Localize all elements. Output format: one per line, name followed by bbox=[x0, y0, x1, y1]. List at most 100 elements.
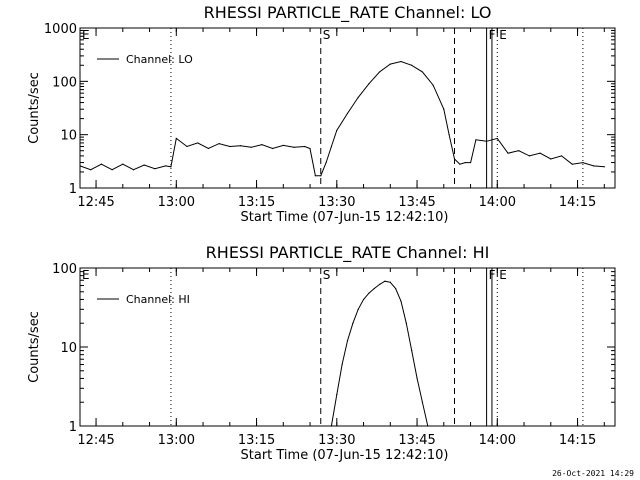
chart-1-data-point bbox=[165, 165, 167, 167]
chart-1-ytick-label: 1000 bbox=[44, 22, 77, 37]
chart-1-title: RHESSI PARTICLE_RATE Channel: LO bbox=[204, 3, 492, 23]
chart-2-data-point bbox=[395, 287, 397, 290]
chart-1-data-point bbox=[143, 164, 145, 166]
chart-1-data-point bbox=[293, 146, 295, 148]
chart-1: RHESSI PARTICLE_RATE Channel: LO 12:45 13:… bbox=[27, 3, 616, 225]
chart-2-data-point bbox=[379, 283, 381, 286]
chart-2-data-point bbox=[346, 340, 349, 342]
chart-1-data-point bbox=[261, 144, 263, 146]
chart-1-data-point bbox=[603, 166, 605, 168]
chart-2-series-line bbox=[330, 280, 429, 427]
chart-1-data-point bbox=[304, 145, 306, 148]
chart-2-data-point bbox=[362, 298, 365, 301]
chart-1-xtick-label: 13:30 bbox=[318, 195, 355, 210]
chart-1-xtick-label: 13:00 bbox=[158, 195, 195, 210]
chart-1-data-point bbox=[432, 84, 434, 86]
chart-2: RHESSI PARTICLE_RATE Channel: HI 12:45 13:… bbox=[27, 243, 616, 463]
chart-2-y-axis-label: Counts/sec bbox=[27, 311, 42, 383]
chart-1-y-axis-label: Counts/sec bbox=[27, 72, 42, 144]
chart-2-data-point bbox=[416, 377, 418, 380]
chart-2-plot-frame bbox=[79, 267, 616, 427]
chart-2-ytick-label: 10 bbox=[60, 341, 77, 356]
chart-1-data-point bbox=[496, 137, 498, 140]
chart-1-data-point bbox=[111, 169, 113, 171]
chart-1-data-point bbox=[507, 152, 509, 154]
chart-1-series-line bbox=[79, 60, 605, 177]
chart-1-data-point bbox=[309, 147, 311, 150]
chart-2-data-point bbox=[373, 287, 375, 290]
chart-2-data-point bbox=[368, 292, 370, 294]
chart-2-xtick-label: 12:45 bbox=[77, 433, 114, 448]
chart-1-xtick-label: 13:45 bbox=[398, 195, 435, 210]
chart-1-data-point bbox=[330, 145, 333, 148]
chart-1-data-point bbox=[346, 112, 349, 115]
chart-2-data-point bbox=[384, 280, 386, 282]
chart-1-data-point bbox=[475, 139, 477, 141]
chart-2-marker-label: S bbox=[323, 268, 331, 282]
chart-1-marker-label: E bbox=[82, 28, 90, 42]
chart-1-data-point bbox=[593, 165, 595, 167]
chart-1-data-point bbox=[550, 158, 552, 160]
chart-1-data-point bbox=[239, 145, 242, 147]
chart-2-xtick-label: 14:00 bbox=[479, 433, 516, 448]
chart-1-data-point bbox=[336, 129, 338, 132]
chart-1-data-point bbox=[197, 142, 199, 144]
chart-1-data-point bbox=[518, 150, 520, 152]
chart-1-data-point bbox=[389, 63, 391, 65]
chart-2-legend-label: Channel: HI bbox=[126, 293, 190, 306]
chart-2-xtick-label: 13:30 bbox=[318, 433, 355, 448]
chart-1-data-point bbox=[186, 145, 188, 148]
chart-2-xtick-label: 13:15 bbox=[238, 433, 275, 448]
chart-2-ytick-label: 100 bbox=[52, 262, 77, 277]
chart-1-data-point bbox=[400, 60, 402, 63]
chart-1-x-axis-label: Start Time (07-Jun-15 12:42:10) bbox=[241, 210, 449, 225]
chart-1-data-point bbox=[250, 146, 252, 148]
chart-2-xtick-label: 13:45 bbox=[398, 433, 435, 448]
chart-1-legend-label: Channel: LO bbox=[126, 53, 193, 66]
chart-1-data-point bbox=[132, 169, 135, 171]
chart-2-data-point bbox=[405, 322, 407, 324]
chart-1-plot-frame bbox=[79, 27, 616, 189]
chart-1-xtick-label: 14:15 bbox=[559, 195, 596, 210]
chart-1-data-point bbox=[90, 169, 92, 171]
chart-2-data-point bbox=[352, 322, 354, 324]
chart-1-marker-label: E bbox=[499, 28, 507, 42]
chart-1-ytick-label: 10 bbox=[60, 129, 77, 144]
chart-2-marker-label: E bbox=[499, 268, 507, 282]
chart-2-marker-label: E bbox=[82, 268, 90, 282]
chart-1-marker-label: S bbox=[323, 28, 331, 42]
chart-2-data-point bbox=[357, 308, 359, 310]
chart-1-xtick-label: 12:45 bbox=[77, 195, 114, 210]
chart-1-data-point bbox=[411, 64, 413, 66]
chart-1-data-point bbox=[528, 155, 531, 157]
chart-1-ytick-label: 1 bbox=[69, 182, 77, 197]
chart-2-data-point bbox=[389, 281, 391, 283]
chart-1-data-point bbox=[170, 166, 172, 168]
chart-1-data-point bbox=[379, 71, 381, 73]
chart-2-xtick-label: 13:00 bbox=[158, 433, 195, 448]
chart-1-data-point bbox=[464, 161, 466, 164]
chart-2-data-point bbox=[330, 425, 333, 427]
chart-1-data-point bbox=[357, 96, 359, 98]
chart-1-data-point bbox=[453, 158, 456, 160]
chart-1-data-point bbox=[272, 147, 274, 150]
chart-1-data-point bbox=[571, 163, 573, 165]
chart-1-data-point bbox=[218, 142, 220, 145]
chart-1-data-point bbox=[469, 161, 472, 164]
chart-1-data-point bbox=[154, 168, 156, 170]
chart-1-xtick-label: 14:00 bbox=[479, 195, 516, 210]
chart-1-data-point bbox=[560, 155, 563, 157]
chart-2-data-point bbox=[341, 363, 343, 366]
chart-1-data-point bbox=[582, 161, 584, 164]
chart-1-ytick-label: 100 bbox=[52, 75, 77, 90]
chart-1-data-point bbox=[229, 145, 231, 148]
chart-1-data-point bbox=[282, 144, 284, 146]
chart-2-data-point bbox=[400, 300, 402, 302]
chart-1-xtick-label: 13:15 bbox=[238, 195, 275, 210]
chart-1-data-point bbox=[459, 163, 461, 165]
chart-1-data-point bbox=[320, 175, 322, 177]
chart-1-data-point bbox=[325, 161, 327, 164]
chart-1-data-point bbox=[448, 134, 450, 136]
chart-2-data-point bbox=[421, 401, 423, 403]
